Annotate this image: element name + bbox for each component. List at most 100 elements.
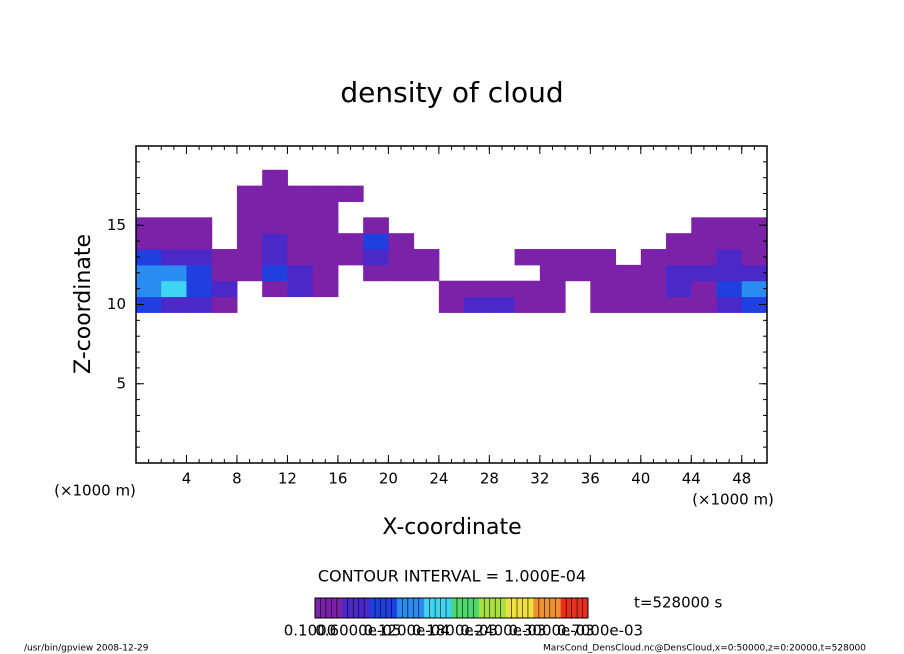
colorbar-label: 0.1000 (284, 622, 337, 640)
contour-cell (691, 264, 718, 282)
contour-cell (136, 296, 162, 313)
contour-cell (539, 296, 566, 313)
contour-cell (489, 296, 516, 313)
contour-cell (691, 296, 718, 313)
x-tick-label: 12 (278, 470, 297, 488)
contour-cell (640, 249, 667, 266)
contour-cell (337, 249, 364, 266)
contour-cell (615, 280, 642, 298)
colorbar-band (396, 598, 425, 618)
contour-cell (236, 185, 263, 202)
contour-cell (388, 249, 415, 266)
contour-cell (262, 280, 288, 298)
x-tick-label: 36 (581, 470, 600, 488)
contour-cell (539, 264, 566, 282)
contour-cell (539, 280, 566, 298)
contour-cell (691, 249, 718, 266)
contour-cell (262, 185, 288, 202)
contour-cell (312, 280, 339, 298)
contour-cell (262, 233, 288, 250)
footer-left: /usr/bin/gpview 2008-12-29 (24, 644, 149, 654)
contour-cell (514, 296, 541, 313)
x-tick-label: 8 (232, 470, 242, 488)
x-tick-label: 28 (480, 470, 499, 488)
x-axis-label: X-coordinate (382, 515, 521, 540)
contour-cell (211, 264, 238, 282)
contour-cell (262, 264, 288, 282)
contour-cell (236, 201, 263, 218)
contour-cell (464, 280, 490, 298)
contour-cell (312, 217, 339, 234)
contour-cell (312, 201, 339, 218)
contour-cell (262, 169, 288, 187)
contour-cell (388, 233, 415, 250)
contour-cell (211, 296, 238, 313)
contour-cell (287, 201, 314, 218)
contour-cell (666, 280, 692, 298)
contour-cell (136, 249, 162, 266)
contour-cell (590, 264, 617, 282)
contour-cell (590, 280, 617, 298)
contour-cell (615, 296, 642, 313)
contour-cell (236, 233, 263, 250)
contour-cell (716, 249, 743, 266)
colorbar-band (315, 598, 343, 618)
contour-cell (136, 264, 162, 282)
colorbar-band (533, 598, 561, 618)
contour-cell (186, 249, 213, 266)
contour-cell (539, 249, 566, 266)
contour-cell (388, 264, 415, 282)
contour-cell (236, 217, 263, 234)
colorbar-band (369, 598, 398, 618)
contour-cell (590, 296, 617, 313)
contour-cell (438, 280, 465, 298)
contour-cell (438, 296, 465, 313)
contour-cell (363, 217, 389, 234)
contour-cell (287, 264, 314, 282)
contour-cell (236, 249, 263, 266)
contour-cell (287, 185, 314, 202)
contour-cell (615, 264, 642, 282)
x-tick-label: 4 (182, 470, 192, 488)
contour-cell (287, 280, 314, 298)
contour-cell (136, 233, 162, 250)
contour-cell (716, 233, 743, 250)
contour-cell (337, 185, 364, 202)
y-unit: (×1000 m) (54, 482, 136, 500)
colorbar-label: 0.1800e-03 (412, 622, 498, 640)
contour-cell (287, 233, 314, 250)
contour-cell (312, 249, 339, 266)
contour-cell (161, 296, 187, 313)
time-label: t=528000 s (634, 594, 722, 612)
contour-cell (211, 249, 238, 266)
contour-cell (741, 264, 768, 282)
contour-cell (741, 296, 768, 313)
colorbar-band (478, 598, 507, 618)
x-tick-label: 44 (682, 470, 701, 488)
contour-cell (716, 217, 743, 234)
contour-cell (161, 280, 187, 298)
contour-cell (691, 217, 718, 234)
contour-cell (186, 217, 213, 234)
x-tick-label: 24 (429, 470, 448, 488)
contour-cell (741, 280, 768, 298)
contour-cell (741, 249, 768, 266)
contour-cell (136, 217, 162, 234)
contour-cell (186, 296, 213, 313)
contour-cell (363, 233, 389, 250)
contour-cell (161, 233, 187, 250)
contour-cell (666, 264, 692, 282)
contour-cell (413, 264, 440, 282)
x-tick-label: 48 (732, 470, 751, 488)
colorbar-band (342, 598, 370, 618)
contour-cell (186, 280, 213, 298)
contour-cell (640, 264, 667, 282)
contour-cell (565, 249, 591, 266)
contour-cell (640, 296, 667, 313)
contour-cell (363, 249, 389, 266)
contour-cell (640, 280, 667, 298)
colorbar-label: 0.3000e-03 (509, 622, 595, 640)
contour-cell (565, 264, 591, 282)
contour-cell (186, 233, 213, 250)
